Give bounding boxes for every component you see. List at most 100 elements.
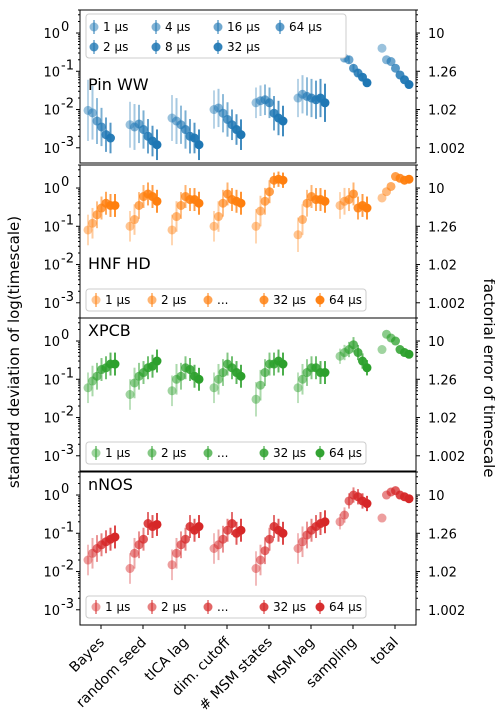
y-tick-label-right: 1.02 [428,259,457,274]
legend-label: 64 μs [289,20,322,34]
data-point [172,548,181,558]
data-point [353,348,363,358]
data-point [88,108,97,118]
legend-marker [203,448,213,458]
data-point [125,221,135,231]
y-tick-label-right: 1.002 [428,142,465,157]
data-point [176,371,186,381]
legend-marker [213,22,223,32]
data-point [130,215,139,225]
legend-label: 4 μs [165,20,190,34]
data-point [209,383,219,393]
data-point [362,499,372,509]
data-point [335,517,345,527]
data-point [320,517,330,527]
data-point [377,43,387,53]
y-tick-label-right: 1.002 [428,297,465,312]
data-point [130,378,139,388]
legend-marker [91,602,101,612]
legend-marker [89,42,99,52]
legend-label: 8 μs [165,40,190,54]
data-point [83,555,93,565]
legend-label: 2 μs [103,40,128,54]
legend-label: 1 μs [105,446,130,460]
y-tick-label-right: 10 [428,335,445,350]
legend: 1 μs 2 μs... 32 μs 64 μs [85,595,367,619]
data-point [362,363,372,373]
y-tick-label-right: 1.02 [428,412,457,427]
data-point [278,116,288,126]
y-tick-label-exponent: -2 [61,252,74,267]
y-tick-label-right: 1.002 [428,450,465,465]
legend-label: 32 μs [273,293,306,307]
data-point [152,196,162,206]
data-point [181,125,190,135]
data-point [167,386,177,396]
y-tick-label-right: 1.02 [428,566,457,581]
data-point [194,140,204,150]
data-point [125,390,135,399]
data-point [386,181,396,191]
data-point [218,108,228,118]
legend-label: 2 μs [161,600,186,614]
legend: 1 μs 2 μs... 32 μs 64 μs [85,441,367,465]
data-point [236,525,246,535]
y-tick-label-left: 10 [43,182,60,197]
legend-label: 2 μs [161,293,186,307]
data-point [218,198,228,208]
data-point [377,193,387,203]
data-point [404,80,414,90]
y-tick-label-left: 10 [43,259,60,274]
data-point [92,371,102,381]
data-point [176,200,186,210]
legend-marker [147,602,157,612]
data-point [92,210,102,220]
y-tick-label-right: 10 [428,27,445,42]
data-point [218,368,228,378]
y-axis-label-right: factorial error of timescale [480,278,495,477]
y-tick-label-right: 10 [428,182,445,197]
data-point [320,196,330,206]
legend-marker [275,22,285,32]
y-axis-label-left: standard deviation of log(timescale) [5,216,23,488]
data-point [167,560,177,570]
y-tick-label-right: 1.26 [428,220,457,235]
legend-label: ... [217,600,228,614]
data-point [152,519,162,529]
data-point [256,555,265,565]
data-point [265,534,274,544]
y-tick-label-exponent: -2 [61,405,74,420]
x-category-label: # MSM states [196,635,276,715]
data-point [152,356,162,366]
y-tick-label-right: 1.26 [428,373,457,388]
y-tick-label-left: 10 [43,220,60,235]
data-point [358,356,367,366]
data-point [344,55,354,65]
legend-label: 32 μs [273,600,306,614]
y-tick-label-exponent: -2 [61,559,74,574]
y-tick-label-left: 10 [43,527,60,542]
panel-name: HNF HD [88,254,151,273]
data-point [340,510,349,520]
data-point [278,175,288,185]
y-tick-label-exponent: -1 [61,213,74,228]
legend-marker [259,602,269,612]
y-tick-label-left: 10 [43,450,60,465]
data-point [293,544,303,553]
y-tick-label-left: 10 [43,489,60,504]
y-tick-label-exponent: 0 [61,175,69,190]
data-point [386,57,396,67]
data-point [236,198,246,208]
y-tick-label-left: 10 [43,65,60,80]
legend-label: 64 μs [329,293,362,307]
y-tick-label-left: 10 [43,412,60,427]
y-tick-label-left: 10 [43,566,60,581]
data-point [404,494,414,504]
data-point [194,522,204,532]
data-point [167,225,177,235]
data-point [404,174,414,184]
data-point [320,368,330,378]
